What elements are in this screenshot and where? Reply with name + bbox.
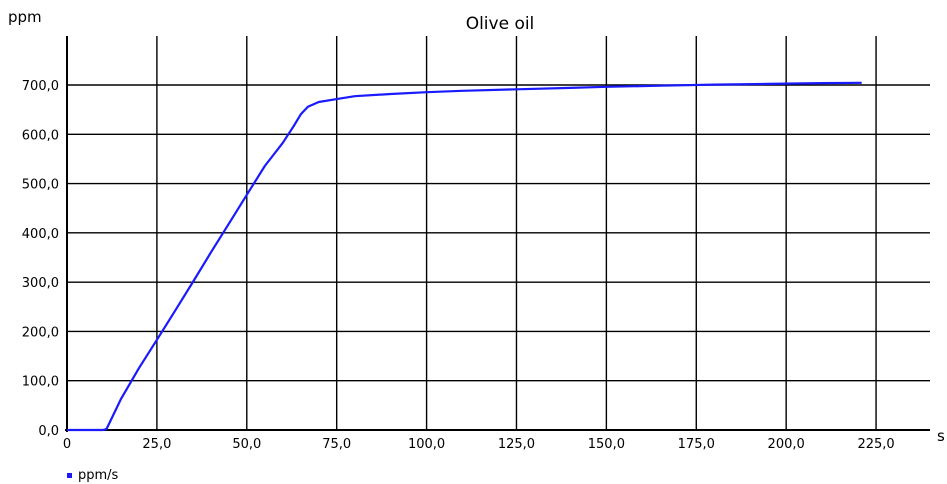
x-tick-label: 100,0	[408, 437, 445, 452]
legend: ppm/s	[67, 468, 118, 483]
y-tick-label: 0,0	[38, 424, 59, 439]
x-tick-labels: 0 25,0 50,0 75,0 100,0 125,0 150,0 175,0 200,0 22…	[63, 437, 895, 452]
axes	[65, 36, 930, 432]
y-tick-label: 700,0	[22, 79, 59, 94]
y-axis-label: ppm	[8, 8, 42, 26]
x-tick-label: 75,0	[322, 437, 351, 452]
x-tick-label: 200,0	[768, 437, 805, 452]
x-tick-label: 175,0	[678, 437, 715, 452]
series-group	[67, 81, 862, 432]
x-axis-label: s	[937, 427, 945, 445]
y-tick-labels: 0,0 100,0 200,0 300,0 400,0 500,0 600,0 700,0	[22, 79, 59, 439]
y-tick-label: 500,0	[22, 178, 59, 193]
y-tick-label: 300,0	[22, 276, 59, 291]
x-tick-label: 25,0	[142, 437, 171, 452]
grid-lines	[67, 36, 930, 430]
legend-label: ppm/s	[78, 468, 119, 483]
y-tick-label: 100,0	[22, 375, 59, 390]
x-tick-label: 150,0	[588, 437, 625, 452]
chart-title: Olive oil	[466, 14, 535, 34]
y-tick-label: 200,0	[22, 325, 59, 340]
x-tick-label: 0	[63, 437, 71, 452]
y-tick-label: 600,0	[22, 128, 59, 143]
series-line-ppm-s	[67, 81, 862, 432]
x-tick-label: 125,0	[498, 437, 535, 452]
x-tick-label: 225,0	[857, 437, 894, 452]
legend-swatch	[67, 473, 72, 478]
y-tick-label: 400,0	[22, 227, 59, 242]
x-tick-label: 50,0	[232, 437, 261, 452]
